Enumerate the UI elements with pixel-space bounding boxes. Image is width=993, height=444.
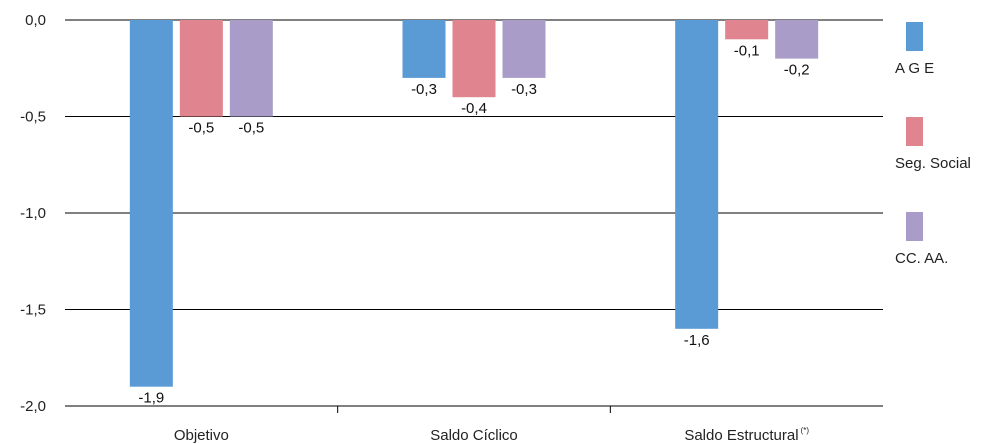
x-tick-label: Saldo Cíclico <box>430 427 518 444</box>
y-tick-label: -1,5 <box>20 302 46 319</box>
data-label: -0,2 <box>784 62 810 79</box>
bar-seg-social <box>725 20 769 40</box>
legend-label: Seg. Social <box>895 155 971 172</box>
bar-age <box>402 20 446 78</box>
data-label: -0,3 <box>411 81 437 98</box>
x-tick-label: Saldo Estructural (*) <box>684 426 809 444</box>
y-tick-label: 0,0 <box>25 12 46 29</box>
bar-cc-aa <box>502 20 546 78</box>
y-tick-label: -0,5 <box>20 109 46 126</box>
legend-swatch <box>906 212 923 241</box>
data-label: -1,9 <box>138 390 164 407</box>
y-tick-label: -1,0 <box>20 205 46 222</box>
data-label: -1,6 <box>684 332 710 349</box>
bar-age <box>129 20 173 387</box>
bar-seg-social <box>179 20 223 117</box>
legend-swatch <box>906 117 923 146</box>
bar-cc-aa <box>229 20 273 117</box>
legend-label: A G E <box>895 60 934 77</box>
x-tick-label: Objetivo <box>174 427 229 444</box>
axes <box>337 406 611 413</box>
y-tick-label: -2,0 <box>20 398 46 415</box>
data-label: -0,1 <box>734 42 760 59</box>
data-label: -0,4 <box>461 100 487 117</box>
legend: A G E Seg. Social CC. AA. <box>895 22 971 267</box>
bar-cc-aa <box>775 20 819 59</box>
bar-age <box>675 20 719 329</box>
legend-swatch <box>906 22 923 51</box>
legend-label: CC. AA. <box>895 250 948 267</box>
data-label: -0,5 <box>238 120 264 137</box>
labels: 0,0 -0,5 -1,0 -1,5 -2,0 -1,9 -0,5 -0,5 Objetivo -… <box>20 12 809 444</box>
data-label: -0,5 <box>188 120 214 137</box>
data-label: -0,3 <box>511 81 537 98</box>
bars <box>129 20 819 387</box>
bar-seg-social <box>452 20 496 98</box>
